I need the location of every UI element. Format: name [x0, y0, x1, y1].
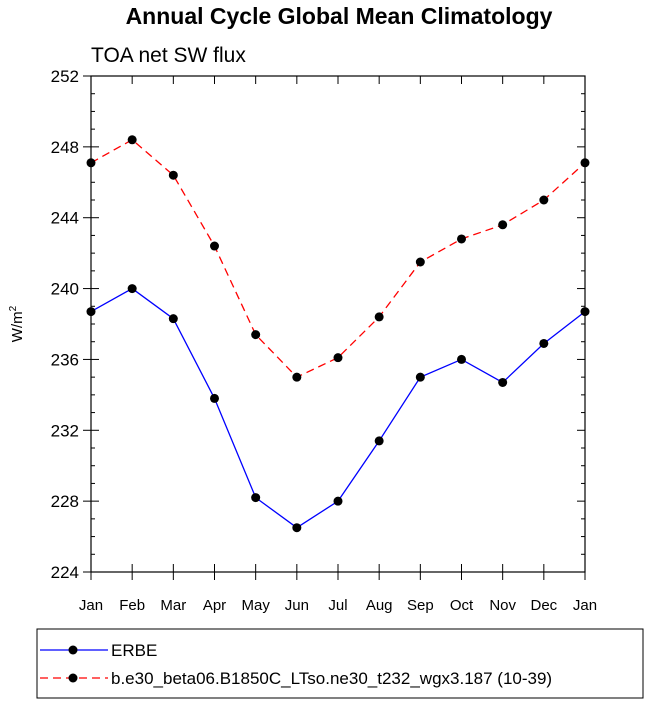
series-2-point [374, 312, 384, 322]
series-2-point [539, 195, 549, 205]
x-tick-label: Aug [366, 597, 393, 614]
axis-ticks [83, 75, 586, 580]
series-2-point [498, 220, 508, 230]
y-axis-label: W/m2 [8, 305, 26, 342]
x-tick-label: Nov [489, 597, 516, 614]
x-tick-label: Sep [407, 597, 434, 614]
legend-marker-1 [68, 645, 78, 655]
y-tick-label: 228 [51, 492, 79, 511]
y-tick-label: 224 [51, 563, 79, 582]
series-2-point [292, 372, 302, 382]
y-tick-label: 248 [51, 138, 79, 157]
series-1-point [251, 493, 261, 503]
legend-marker-2 [68, 673, 78, 683]
x-tick-label: Dec [530, 597, 557, 614]
series-1-point [127, 284, 137, 294]
series-1-point [457, 354, 466, 364]
legend-label-1: ERBE [111, 641, 157, 660]
series-layer [86, 135, 590, 533]
x-tick-label: May [241, 597, 270, 614]
x-tick-label: Apr [203, 597, 226, 614]
y-axis-label-text: W/m [9, 311, 26, 342]
series-1-point [292, 523, 302, 533]
series-1-point [415, 372, 425, 382]
y-axis-label-superscript: 2 [8, 305, 19, 311]
legend: ERBE b.e30_beta06.B1850C_LTso.ne30_t232_w… [40, 641, 552, 688]
series-2-point [168, 170, 178, 180]
series-2-point [415, 257, 425, 267]
y-tick-label: 252 [51, 67, 79, 86]
chart-title: Annual Cycle Global Mean Climatology [126, 3, 553, 29]
plot-frame [90, 75, 586, 573]
series-2-point [251, 330, 261, 340]
series-2-point [210, 241, 219, 251]
y-tick-label: 244 [51, 209, 79, 228]
series-1-point [374, 436, 384, 446]
series-2-point [457, 234, 466, 244]
x-tick-label: Jan [79, 597, 103, 614]
chart-subtitle: TOA net SW flux [91, 44, 246, 67]
y-tick-labels: 224 228 232 236 240 244 248 252 [51, 67, 79, 582]
y-tick-label: 232 [51, 421, 79, 440]
series-1-point [498, 377, 508, 387]
y-tick-label: 236 [51, 350, 79, 369]
series-2-point [333, 353, 343, 363]
x-tick-label: Oct [450, 597, 474, 614]
series-line-2 [90, 138, 586, 378]
x-tick-label: Jun [285, 597, 309, 614]
series-line-1 [90, 287, 586, 529]
series-2-point [127, 135, 137, 145]
series-1-point [168, 314, 178, 324]
x-tick-label: Mar [160, 597, 186, 614]
legend-box [36, 628, 644, 699]
x-tick-label: Feb [119, 597, 145, 614]
series-1-point [210, 393, 219, 403]
x-tick-label: Jul [328, 597, 347, 614]
x-tick-labels: Jan Feb Mar Apr May Jun Jul Aug Sep Oct Nov Dec Jan [79, 597, 597, 614]
y-tick-label: 240 [51, 280, 79, 299]
x-tick-label: Jan [573, 597, 597, 614]
series-1-point [333, 496, 343, 506]
series-1-point [539, 338, 549, 348]
legend-label-2: b.e30_beta06.B1850C_LTso.ne30_t232_wgx3.… [111, 669, 552, 688]
